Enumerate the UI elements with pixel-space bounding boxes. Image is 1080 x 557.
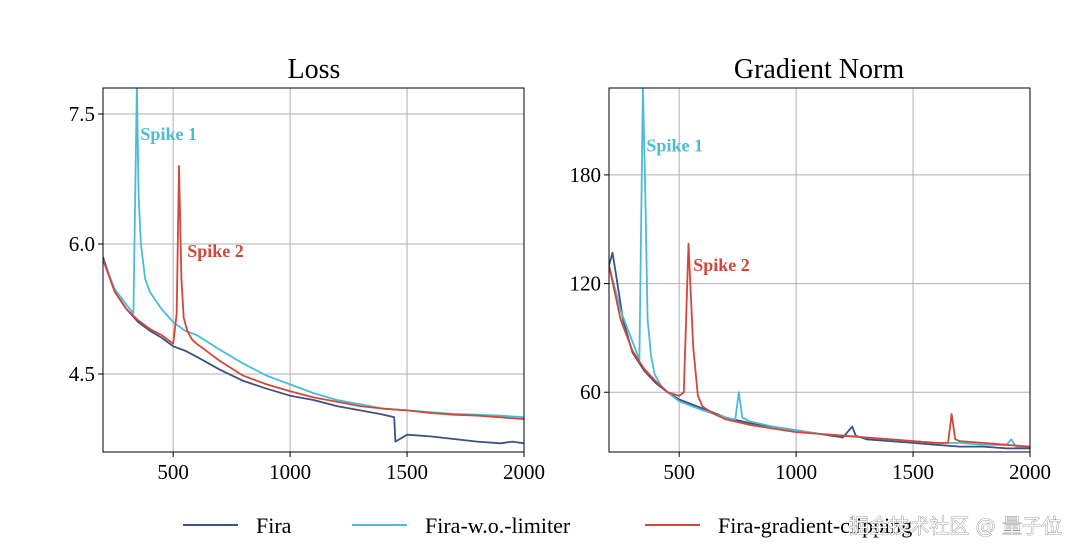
loss-annotation-spike-1: Spike 1 xyxy=(140,124,197,144)
grad-norm-series-fira xyxy=(609,251,1030,450)
grad-norm-ytick-label: 180 xyxy=(570,163,602,187)
grad-norm-ytick-label: 120 xyxy=(570,272,602,296)
grad-norm-ytick-label: 60 xyxy=(580,380,601,404)
legend-item-clip: Fira-gradient-clipping xyxy=(645,513,912,538)
grad-norm-annotation-spike-1: Spike 1 xyxy=(646,135,703,155)
grad-norm-series-clip xyxy=(609,242,1030,448)
grad-norm-xtick-label: 1000 xyxy=(775,460,817,484)
loss-chart: Loss Spike 1 Spike 2 500 1000 1500 2000 4.5 6.… xyxy=(69,54,545,484)
loss-ytick-label: 4.5 xyxy=(69,362,95,386)
gradient-norm-chart-title: Gradient Norm xyxy=(734,54,905,85)
legend-label-fira: Fira xyxy=(256,513,292,538)
loss-xtick-label: 1500 xyxy=(386,460,428,484)
legend-label-clip: Fira-gradient-clipping xyxy=(718,513,912,538)
loss-chart-frame xyxy=(102,87,525,453)
loss-ytick-label: 7.5 xyxy=(69,102,95,126)
grad-norm-xtick-label: 500 xyxy=(663,460,695,484)
legend-item-fira: Fira xyxy=(183,513,292,538)
loss-xtick-label: 1000 xyxy=(269,460,311,484)
loss-annotation-spike-2: Spike 2 xyxy=(187,241,244,261)
loss-ytick-label: 6.0 xyxy=(69,232,95,256)
grad-norm-xtick-label: 2000 xyxy=(1009,460,1051,484)
loss-xtick-label: 500 xyxy=(157,460,189,484)
loss-chart-title: Loss xyxy=(288,54,341,85)
loss-series-clip xyxy=(103,165,524,420)
legend: Fira Fira-w.o.-limiter Fira-gradient-cli… xyxy=(183,513,912,538)
grad-norm-series-limiter xyxy=(609,88,1030,448)
gradient-norm-chart: Gradient Norm Spike 1 Spike 2 500 1000 1500… xyxy=(570,54,1052,484)
grad-norm-annotation-spike-2: Spike 2 xyxy=(693,255,750,275)
gradient-norm-chart-frame xyxy=(608,87,1031,453)
grad-norm-xtick-label: 1500 xyxy=(892,460,934,484)
loss-xtick-label: 2000 xyxy=(503,460,545,484)
legend-label-limiter: Fira-w.o.-limiter xyxy=(425,513,571,538)
watermark: 掘金技术社区 @ 量子位 xyxy=(849,514,1062,538)
legend-item-limiter: Fira-w.o.-limiter xyxy=(352,513,571,538)
loss-series-fira xyxy=(103,256,524,445)
